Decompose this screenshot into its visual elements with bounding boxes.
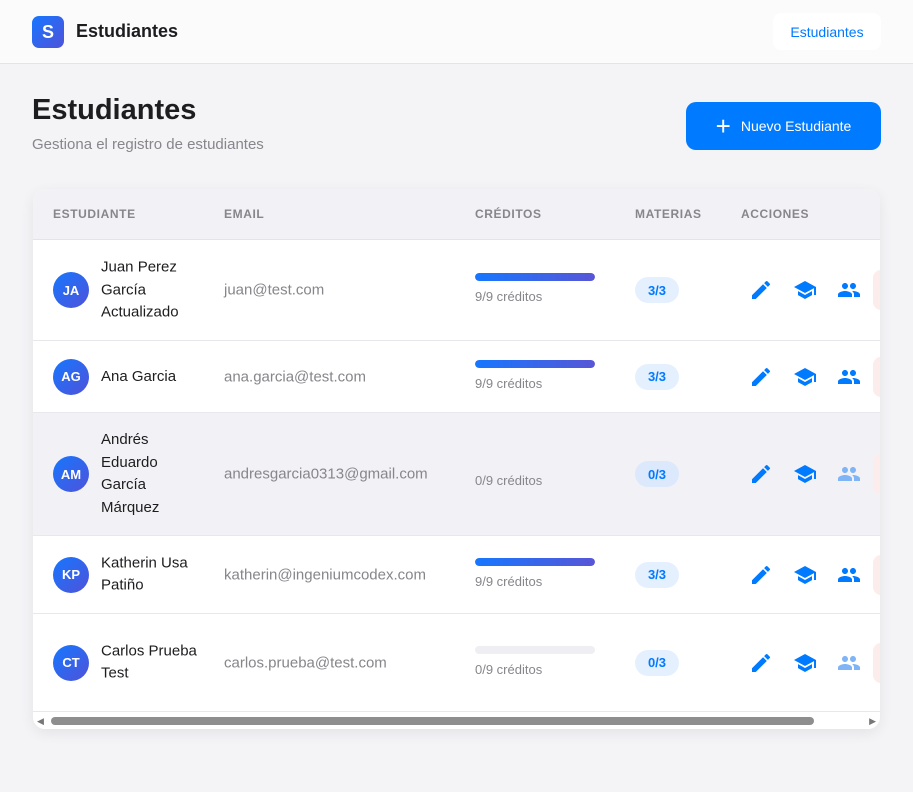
credits-progress-fill <box>475 273 595 281</box>
student-name: Juan Perez García Actualizado <box>101 258 179 321</box>
credits-progress <box>475 557 595 566</box>
edit-icon[interactable] <box>749 365 773 389</box>
groups-icon[interactable] <box>837 278 861 302</box>
subjects-badge: 3/3 <box>635 561 679 588</box>
col-actions: ACCIONES <box>741 207 810 221</box>
groups-icon[interactable] <box>837 563 861 587</box>
graduation-cap-icon[interactable] <box>793 563 817 587</box>
app-logo[interactable]: S <box>32 16 64 48</box>
student-email: ana.garcia@test.com <box>224 368 366 385</box>
new-student-button[interactable]: + Nuevo Estudiante <box>686 102 881 150</box>
credits-progress-fill <box>475 359 595 368</box>
top-nav: S Estudiantes Estudiantes <box>0 0 913 64</box>
edit-icon[interactable] <box>749 462 773 486</box>
edit-icon[interactable] <box>749 651 773 675</box>
delete-button[interactable] <box>873 554 880 595</box>
graduation-cap-icon[interactable] <box>793 278 817 302</box>
table-row: JA Juan Perez García Actualizado juan@te… <box>33 240 880 341</box>
student-email: carlos.prueba@test.com <box>224 654 387 671</box>
subjects-badge: 0/3 <box>635 461 679 487</box>
delete-button[interactable] <box>873 454 880 494</box>
subjects-badge: 3/3 <box>635 363 679 390</box>
brand-name: Estudiantes <box>76 21 179 41</box>
table-row: AG Ana Garcia ana.garcia@test.com 9/9 cr… <box>33 341 880 413</box>
credits-text: 9/9 créditos <box>475 375 543 391</box>
graduation-cap-icon[interactable] <box>793 365 817 389</box>
graduation-cap-icon[interactable] <box>793 462 817 486</box>
col-student: ESTUDIANTE <box>53 207 136 221</box>
edit-icon[interactable] <box>749 563 773 587</box>
col-credits: CRÉDITOS <box>475 207 542 221</box>
student-name: Katherin Usa Patiño <box>101 554 188 594</box>
credits-text: 9/9 créditos <box>475 573 543 589</box>
credits-progress-fill <box>475 557 595 566</box>
students-table: ESTUDIANTE EMAIL CRÉDITOS MATERIAS ACCIO… <box>33 189 880 729</box>
avatar: CT <box>53 644 89 681</box>
avatar: JA <box>53 272 89 308</box>
credits-text: 0/9 créditos <box>475 473 543 488</box>
student-name: Andrés Eduardo García Márquez <box>101 431 160 516</box>
delete-button[interactable] <box>873 356 880 397</box>
new-student-label: Nuevo Estudiante <box>740 118 852 134</box>
page-subtitle: Gestiona el registro de estudiantes <box>32 136 264 153</box>
subjects-badge: 0/3 <box>635 649 679 676</box>
scroll-left-icon[interactable]: ◀ <box>37 716 44 726</box>
subjects-badge: 3/3 <box>635 277 679 303</box>
edit-icon[interactable] <box>749 278 773 302</box>
avatar: KP <box>53 556 89 593</box>
scroll-right-icon[interactable]: ▶ <box>869 716 876 726</box>
table-row: CT Carlos Prueba Test carlos.prueba@test… <box>33 614 880 712</box>
scrollbar-thumb[interactable] <box>51 717 814 725</box>
groups-icon[interactable] <box>837 462 861 486</box>
student-name: Ana Garcia <box>101 367 177 385</box>
student-email: andresgarcia0313@gmail.com <box>224 465 428 483</box>
student-name: Carlos Prueba Test <box>101 642 197 682</box>
table-header: ESTUDIANTE EMAIL CRÉDITOS MATERIAS ACCIO… <box>33 189 880 240</box>
credits-progress <box>475 359 595 368</box>
avatar: AM <box>53 456 89 492</box>
table-row: AM Andrés Eduardo García Márquez andresg… <box>33 413 880 536</box>
student-email: juan@test.com <box>224 281 325 299</box>
credits-progress <box>475 273 595 281</box>
plus-icon: + <box>715 111 731 141</box>
table-row: KP Katherin Usa Patiño katherin@ingenium… <box>33 536 880 614</box>
page-title: Estudiantes <box>32 94 197 126</box>
student-email: katherin@ingeniumcodex.com <box>224 566 426 583</box>
groups-icon[interactable] <box>837 651 861 675</box>
graduation-cap-icon[interactable] <box>793 651 817 675</box>
delete-button[interactable] <box>873 270 880 310</box>
delete-button[interactable] <box>873 642 880 683</box>
groups-icon[interactable] <box>837 365 861 389</box>
col-email: EMAIL <box>224 207 265 221</box>
credits-text: 9/9 créditos <box>475 289 543 304</box>
col-subjects: MATERIAS <box>635 207 702 221</box>
horizontal-scrollbar[interactable]: ◀ ▶ <box>33 712 880 729</box>
credits-progress <box>475 645 595 654</box>
avatar: AG <box>53 358 89 395</box>
credits-text: 0/9 créditos <box>475 661 543 677</box>
nav-link-estudiantes[interactable]: Estudiantes <box>773 13 881 50</box>
